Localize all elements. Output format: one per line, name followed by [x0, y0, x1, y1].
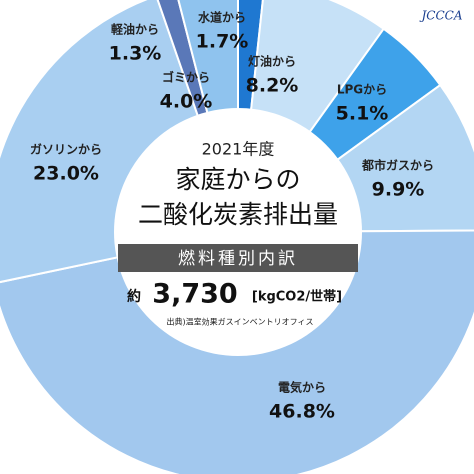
value-label: 46.8%	[269, 401, 335, 423]
category-label: ガソリンから	[30, 142, 102, 157]
banner: 燃料種別内訳	[178, 249, 298, 269]
total: 3,730	[152, 279, 237, 310]
source: 出典)温室効果ガスインベントリオフィス	[167, 317, 314, 327]
subtitle: 2021年度	[202, 140, 275, 159]
banner-bg	[118, 244, 358, 272]
category-label: LPGから	[337, 83, 387, 97]
value-label: 9.9%	[372, 179, 425, 201]
category-label: 軽油から	[111, 22, 159, 37]
category-label: 灯油から	[248, 54, 296, 69]
category-label: ゴミから	[162, 70, 210, 85]
logo: JCCCA	[418, 9, 462, 23]
slice	[156, 0, 239, 233]
category-label: 都市ガスから	[361, 158, 434, 173]
value-label: 4.0%	[160, 91, 213, 113]
category-label: 電気から	[278, 380, 326, 395]
value-label: 8.2%	[246, 75, 299, 97]
category-label: 水道から	[198, 10, 246, 25]
value-label: 23.0%	[33, 163, 99, 185]
value-label: 5.1%	[336, 103, 389, 125]
value-label: 1.7%	[196, 31, 249, 53]
title-line: 家庭からの	[175, 165, 300, 194]
total-unit: [kgCO2/世帯]	[252, 289, 342, 305]
center-hole	[114, 108, 362, 356]
title-line: 二酸化炭素排出量	[138, 200, 338, 229]
total-prefix: 約	[127, 288, 141, 305]
slice	[237, 0, 264, 233]
value-label: 1.3%	[109, 43, 162, 65]
